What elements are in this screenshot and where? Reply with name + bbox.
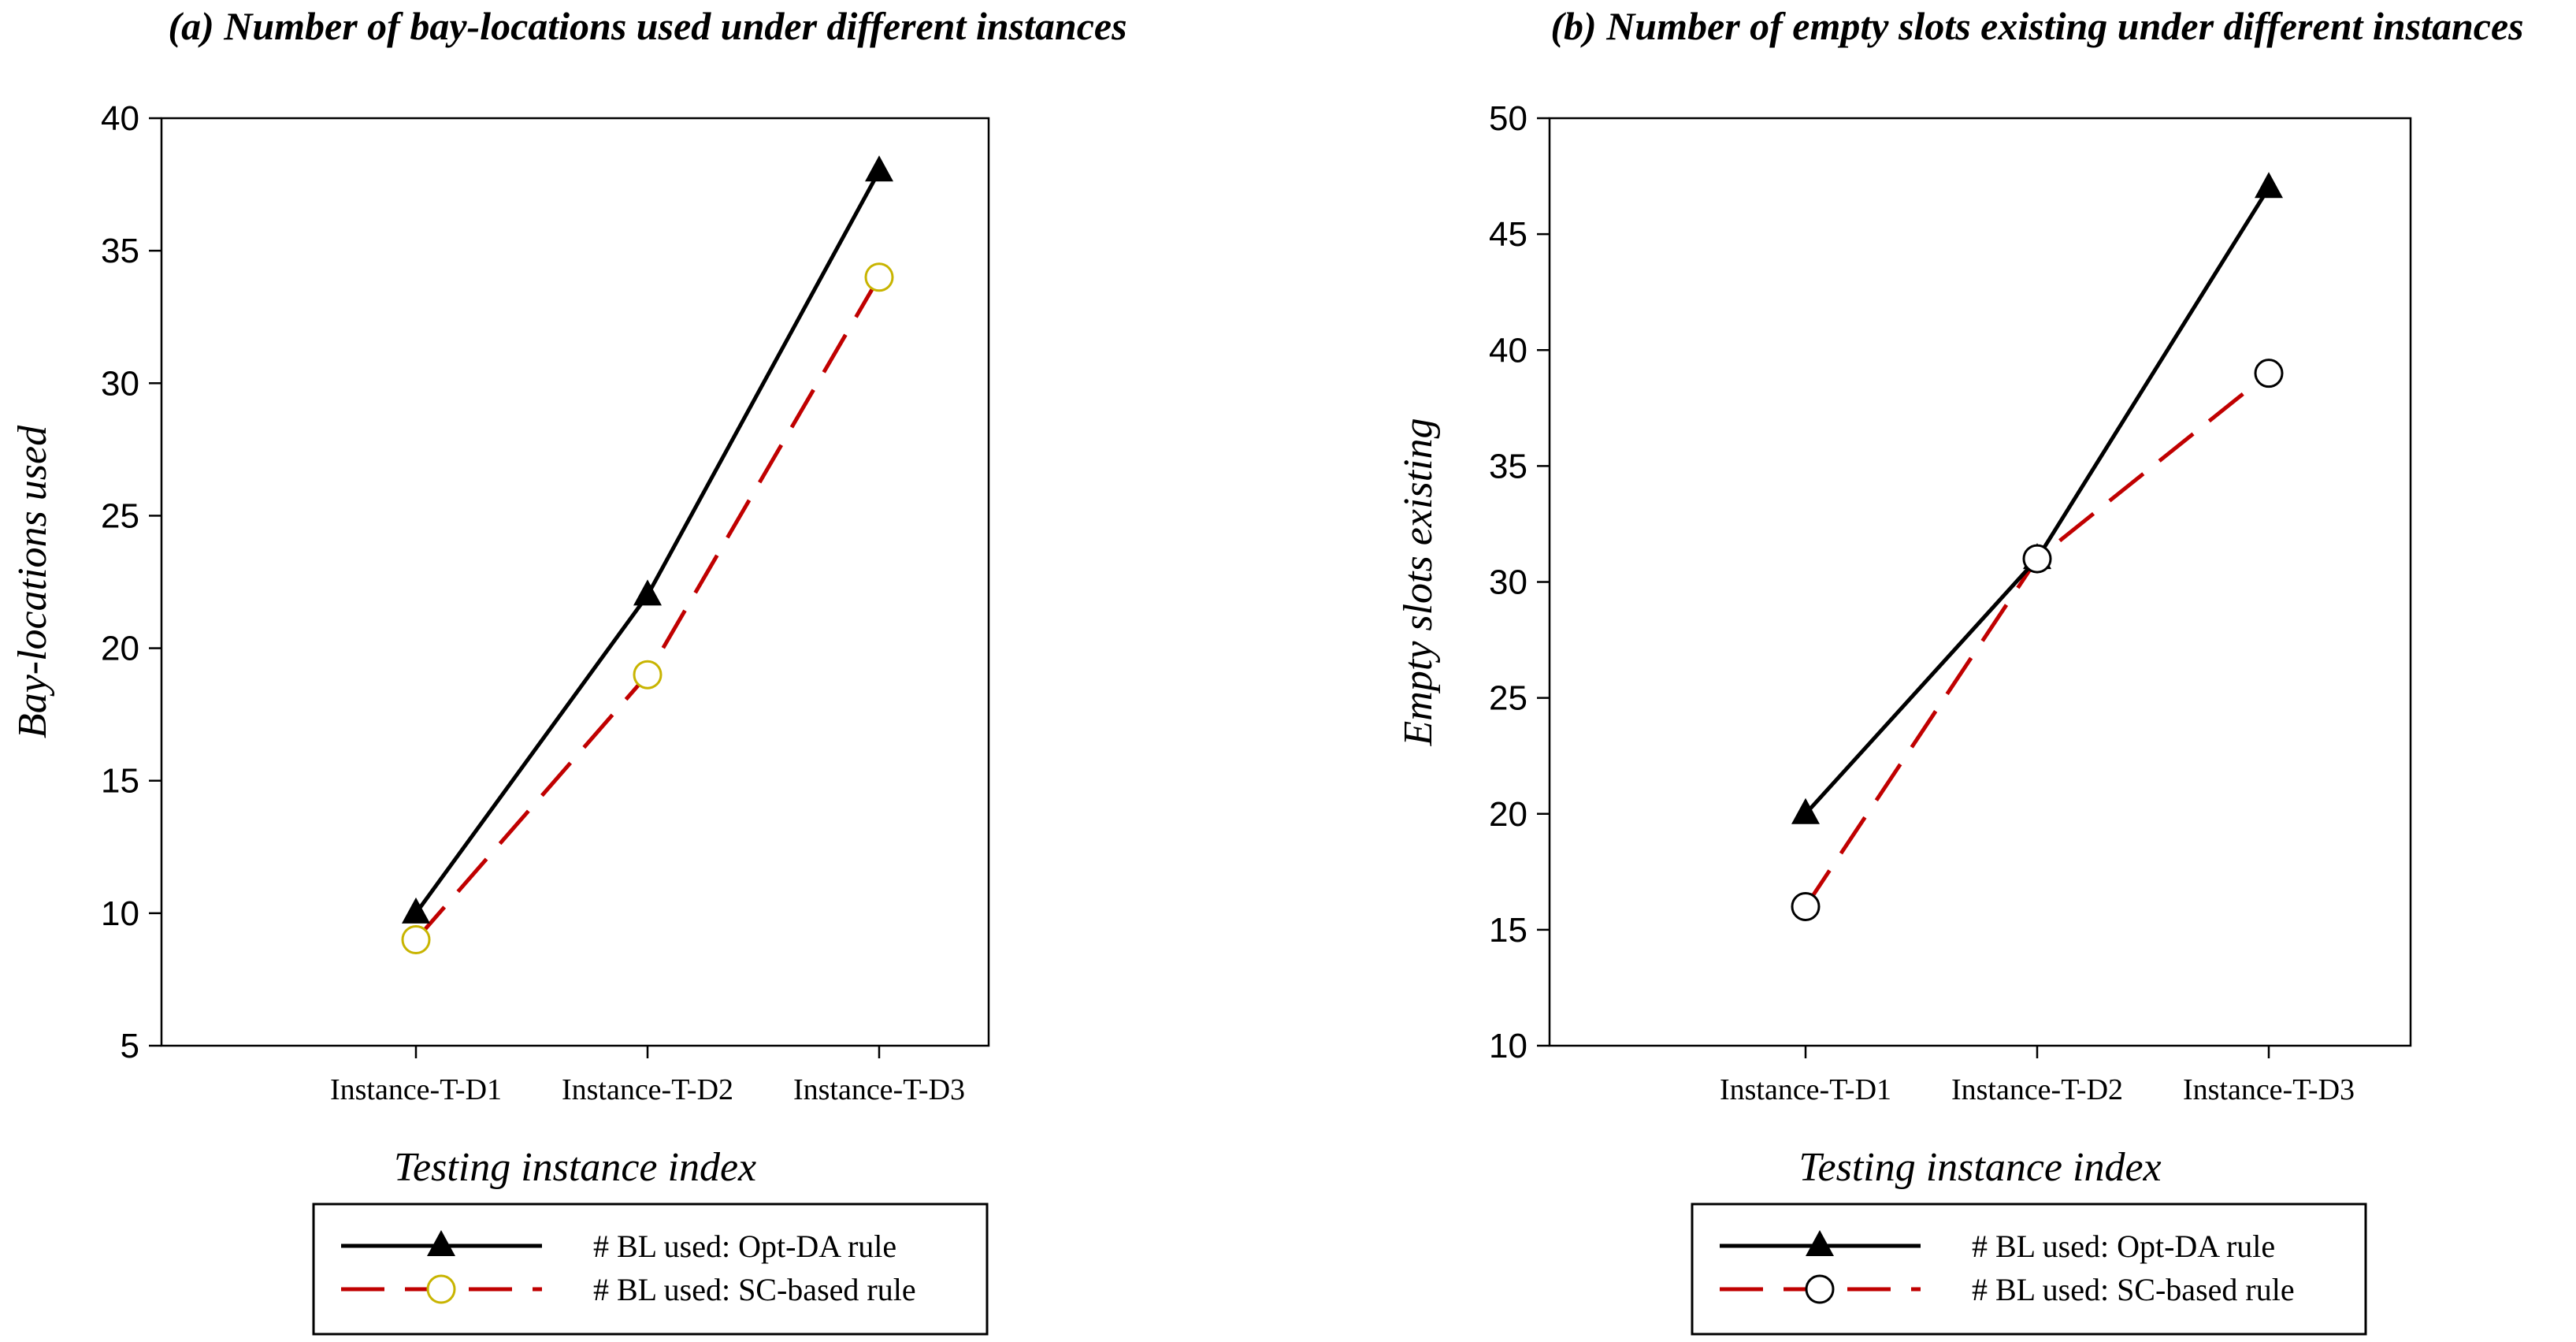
data-point-opt-da	[865, 155, 893, 182]
legend-label: # BL used: Opt-DA rule	[593, 1229, 896, 1264]
y-tick-label: 30	[101, 364, 139, 403]
chart-title: (a) Number of bay-locations used under d…	[168, 4, 1127, 48]
y-axis-title: Empty slots existing	[1396, 418, 1441, 747]
y-tick-label: 45	[1489, 215, 1527, 254]
data-point-sc-based	[633, 660, 663, 690]
y-tick-label: 35	[1489, 447, 1527, 485]
y-tick-label: 20	[1489, 795, 1527, 834]
x-axis-title: Testing instance index	[394, 1145, 756, 1190]
x-tick-label: Instance-T-D2	[1951, 1073, 2123, 1106]
legend-box	[312, 1203, 989, 1336]
y-tick-label: 5	[121, 1027, 139, 1065]
chart-panel-b: (b) Number of empty slots existing under…	[1396, 4, 2524, 1336]
y-tick-label: 50	[1489, 99, 1527, 138]
data-point-sc-based	[864, 262, 894, 292]
data-point-opt-da	[633, 579, 662, 606]
data-point-sc-based	[1791, 891, 1821, 921]
legend: # BL used: Opt-DA rule # BL used: SC-base…	[312, 1203, 989, 1336]
y-tick-label: 10	[101, 894, 139, 933]
y-tick-label: 25	[1489, 679, 1527, 718]
y-axis-title: Bay-locations used	[10, 425, 55, 738]
plot-frame	[1548, 117, 2412, 1047]
legend-label: # BL used: SC-based rule	[593, 1272, 916, 1307]
data-point-sc-based	[2022, 544, 2052, 574]
chart-panel-a: (a) Number of bay-locations used under d…	[10, 4, 1127, 1336]
series-line-sc-based	[414, 276, 882, 942]
y-tick-label: 15	[101, 762, 139, 801]
legend-label: # BL used: Opt-DA rule	[1972, 1229, 2275, 1264]
y-tick-label: 20	[101, 630, 139, 668]
x-tick-label: Instance-T-D3	[793, 1073, 965, 1106]
data-point-sc-based	[2254, 359, 2284, 388]
y-tick-label: 30	[1489, 563, 1527, 602]
y-tick-label: 10	[1489, 1027, 1527, 1065]
chart-title: (b) Number of empty slots existing under…	[1550, 4, 2523, 48]
plot-frame	[160, 117, 990, 1047]
legend-marker-circle-icon	[426, 1274, 456, 1304]
x-tick-label: Instance-T-D1	[330, 1073, 502, 1106]
x-tick-label: Instance-T-D3	[2183, 1073, 2355, 1106]
y-tick-label: 35	[101, 232, 139, 270]
series-line-opt-da	[1804, 186, 2271, 816]
x-tick-label: Instance-T-D1	[1720, 1073, 1891, 1106]
y-tick-label: 40	[1489, 331, 1527, 370]
series-line-opt-da	[414, 170, 882, 915]
data-point-opt-da	[402, 897, 430, 924]
y-tick-label: 25	[101, 496, 139, 535]
y-tick-label: 40	[101, 99, 139, 138]
legend-label: # BL used: SC-based rule	[1972, 1272, 2295, 1307]
data-point-sc-based	[401, 924, 431, 954]
data-point-opt-da	[2255, 172, 2283, 199]
legend-marker-triangle-icon	[1806, 1230, 1834, 1256]
y-tick-label: 15	[1489, 911, 1527, 950]
legend-box	[1691, 1203, 2367, 1336]
x-axis-title: Testing instance index	[1798, 1145, 2161, 1190]
data-point-opt-da	[1791, 797, 1820, 824]
legend-marker-triangle-icon	[427, 1230, 455, 1256]
legend-marker-circle-icon	[1805, 1274, 1835, 1304]
legend: # BL used: Opt-DA rule # BL used: SC-base…	[1691, 1203, 2367, 1336]
x-tick-label: Instance-T-D2	[562, 1073, 733, 1106]
series-line-sc-based	[1803, 371, 2270, 908]
